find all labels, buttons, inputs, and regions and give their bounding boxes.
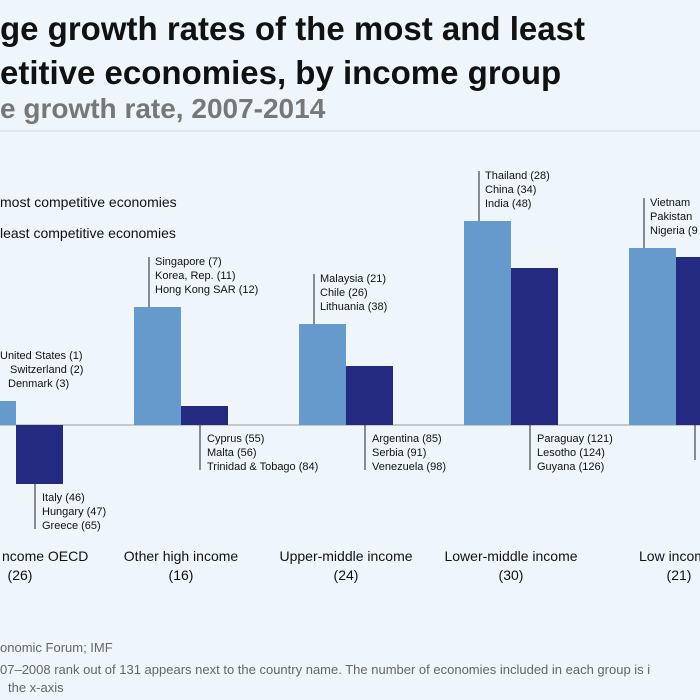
annotation: United States (1) — [0, 350, 83, 362]
bar — [676, 257, 700, 425]
annotation: Vietnam — [650, 197, 690, 209]
annotation: China (34) — [485, 184, 536, 196]
x-tick-count: (24) — [334, 567, 359, 583]
annotation: Greece (65) — [42, 520, 101, 532]
annotation: Paraguay (121) — [537, 433, 613, 445]
annotation: Thailand (28) — [485, 170, 550, 182]
x-tick-label: ncome OECD — [2, 548, 88, 564]
bar — [346, 366, 393, 425]
annotation: Korea, Rep. (11) — [155, 270, 236, 282]
annotation: Serbia (91) — [372, 447, 426, 459]
annotation: Venezuela (98) — [372, 461, 446, 473]
footer: the x-axis — [8, 680, 64, 695]
annotation: Malta (56) — [207, 447, 257, 459]
legend-label: least competitive economies — [0, 225, 176, 241]
bar — [464, 221, 511, 425]
bar — [511, 268, 558, 425]
x-tick-label: Other high income — [124, 548, 239, 564]
bar — [0, 401, 16, 425]
bar — [629, 248, 676, 425]
footer: onomic Forum; IMF — [0, 640, 113, 655]
chart-subtitle: e growth rate, 2007-2014 — [0, 93, 326, 124]
annotation: Nigeria (9 — [650, 225, 698, 237]
x-tick-count: (21) — [667, 567, 692, 583]
bar — [16, 425, 63, 484]
bar — [181, 406, 228, 425]
annotation: Lesotho (124) — [537, 447, 605, 459]
chart-title: etitive economies, by income group — [0, 54, 561, 91]
annotation: Singapore (7) — [155, 256, 222, 268]
x-tick-count: (26) — [8, 567, 33, 583]
annotation: Hungary (47) — [42, 506, 106, 518]
annotation: Pakistan — [650, 211, 692, 223]
chart-title: ge growth rates of the most and least — [0, 10, 585, 47]
footer: 07–2008 rank out of 131 appears next to … — [0, 662, 650, 677]
x-tick-count: (30) — [499, 567, 524, 583]
annotation: India (48) — [485, 198, 531, 210]
legend-label: most competitive economies — [0, 194, 177, 210]
x-tick-label: Upper-middle income — [279, 548, 412, 564]
annotation: Lithuania (38) — [320, 301, 387, 313]
annotation: Argentina (85) — [372, 433, 442, 445]
annotation: Chile (26) — [320, 287, 368, 299]
annotation: Cyprus (55) — [207, 433, 264, 445]
annotation: Guyana (126) — [537, 461, 604, 473]
bar — [299, 324, 346, 425]
x-tick-label: Low incom — [639, 548, 700, 564]
x-tick-label: Lower-middle income — [444, 548, 577, 564]
x-tick-count: (16) — [169, 567, 194, 583]
annotation: Trinidad & Tobago (84) — [207, 461, 318, 473]
annotation: Malaysia (21) — [320, 273, 386, 285]
bar — [134, 307, 181, 425]
annotation: Italy (46) — [42, 492, 85, 504]
annotation: Hong Kong SAR (12) — [155, 284, 258, 296]
annotation: Denmark (3) — [8, 378, 69, 390]
annotation: Switzerland (2) — [10, 364, 83, 376]
